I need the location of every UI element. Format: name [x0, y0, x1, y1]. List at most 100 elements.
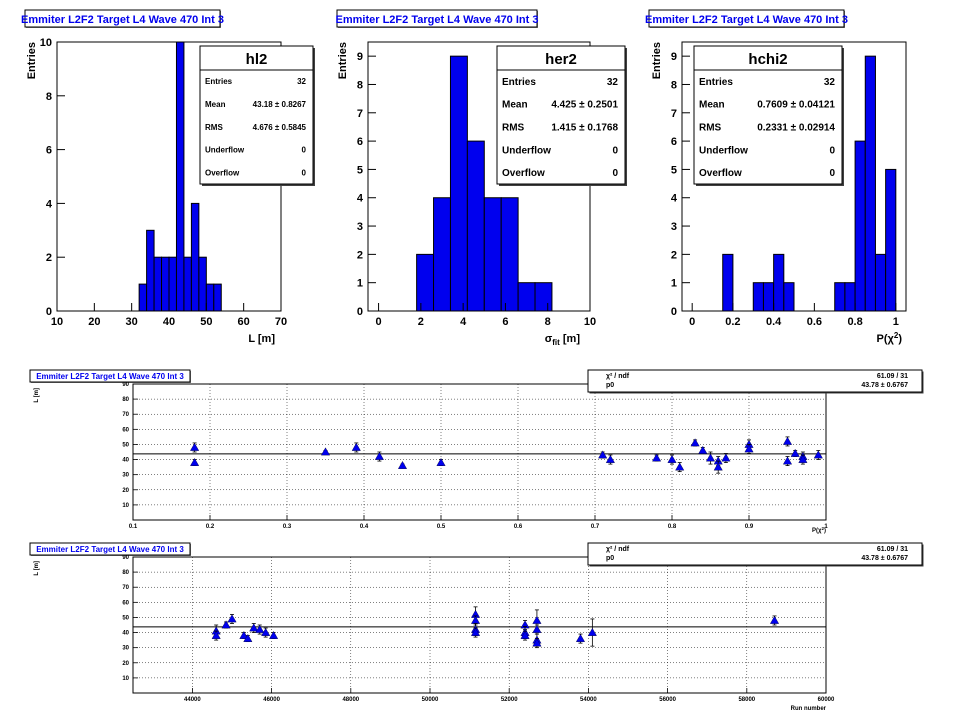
y-tick-label: 5 [357, 164, 363, 176]
y-tick-label: 10 [40, 37, 52, 49]
y-tick-label: 4 [671, 193, 678, 205]
stats-box [199, 45, 314, 185]
y-tick-label: 5 [671, 164, 677, 176]
scatter-panel-1: Emmiter L2F2 Target L4 Wave 470 Int 3 0.1… [29, 369, 924, 534]
x-tick-label: 40 [163, 316, 175, 328]
y-tick-label: 6 [671, 136, 677, 148]
data-point [320, 447, 331, 456]
histogram-bar [198, 256, 207, 312]
y-tick-label: 9 [357, 51, 363, 63]
y-tick-label: 7 [671, 108, 677, 120]
histogram-bar [168, 256, 177, 312]
data-point [705, 453, 716, 462]
data-point [255, 624, 265, 633]
data-point [675, 462, 685, 471]
x-axis-label: L [m] [248, 333, 275, 345]
x-tick-label: 4 [460, 316, 467, 328]
data-point [470, 627, 481, 636]
histogram-bar [213, 283, 222, 312]
x-tick-label: 2 [418, 316, 424, 328]
x-tick-label: 50 [200, 316, 212, 328]
panel-title: Emmiter L2F2 Target L4 Wave 470 Int 3 [36, 545, 184, 554]
panel-title: Emmiter L2F2 Target L4 Wave 470 Int 3 [21, 14, 224, 26]
y-tick-label: 8 [671, 79, 677, 91]
y-tick-label: 90 [122, 382, 129, 388]
stats-label: Entries [502, 77, 536, 88]
x-tick-label: 20 [88, 316, 100, 328]
y-tick-label: 90 [122, 555, 129, 561]
data-point [249, 623, 259, 632]
histogram-bar [138, 283, 148, 312]
stats-label: Overflow [502, 168, 545, 179]
x-tick-label: 0 [689, 316, 695, 328]
histogram-bar [175, 41, 185, 312]
histogram-bar [517, 282, 536, 312]
histogram-bar [783, 282, 795, 312]
x-tick-label: 0.6 [807, 316, 822, 328]
stats-value: 32 [607, 77, 619, 88]
histogram-bar [483, 197, 502, 312]
histogram-bar [752, 282, 764, 312]
y-tick-label: 80 [122, 397, 129, 403]
histogram-bar [146, 229, 155, 312]
y-tick-label: 30 [122, 646, 129, 652]
histogram-bar [854, 140, 866, 312]
y-tick-label: 0 [357, 306, 363, 318]
stats-label: Mean [502, 100, 528, 111]
data-point [261, 627, 271, 636]
x-tick-label: 0.8 [668, 524, 677, 530]
stats-label: Entries [205, 77, 233, 86]
y-tick-label: 1 [357, 278, 363, 290]
data-point [690, 438, 700, 447]
x-tick-label: 0.1 [129, 524, 138, 530]
data-point [798, 454, 808, 463]
data-point [782, 436, 793, 445]
y-tick-label: 1 [671, 278, 677, 290]
y-tick-label: 40 [122, 631, 129, 637]
data-point [605, 454, 615, 463]
y-tick-label: 7 [357, 108, 363, 120]
y-axis-label: Entries [337, 42, 349, 79]
title-box [336, 9, 538, 28]
fit-label: χ² / ndf [606, 373, 630, 380]
y-tick-label: 6 [357, 136, 363, 148]
stats-label: Entries [699, 77, 733, 88]
plot-frame [132, 556, 827, 694]
x-axis-label: Run number [791, 706, 827, 712]
stats-label: RMS [205, 123, 223, 132]
fit-value: 43.78 ± 0.6767 [861, 555, 908, 562]
x-axis-label: P(χ2) [877, 331, 903, 345]
stats-label: Underflow [502, 145, 551, 156]
stats-label: Overflow [699, 168, 742, 179]
x-tick-label: 0.9 [745, 524, 754, 530]
x-tick-label: 0.5 [437, 524, 446, 530]
histogram-bar [183, 256, 192, 312]
y-tick-label: 70 [122, 412, 129, 418]
histogram-bar [161, 256, 170, 312]
scatter-panel-2: Emmiter L2F2 Target L4 Wave 470 Int 3 440… [29, 542, 924, 712]
data-point [374, 451, 384, 460]
data-point [397, 460, 408, 469]
panel-title: Emmiter L2F2 Target L4 Wave 470 Int 3 [645, 14, 848, 26]
y-tick-label: 2 [46, 252, 52, 264]
data-point [239, 630, 249, 639]
y-tick-label: 4 [46, 198, 53, 210]
y-tick-label: 2 [357, 249, 363, 261]
data-point [351, 442, 361, 451]
stats-name: hl2 [246, 51, 268, 68]
y-tick-label: 80 [122, 570, 129, 576]
y-tick-label: 40 [122, 458, 129, 464]
y-tick-label: 60 [122, 600, 129, 606]
stats-value: 0 [829, 168, 835, 179]
data-point [587, 627, 597, 636]
y-tick-label: 20 [122, 661, 129, 667]
histogram-bar [885, 168, 897, 312]
x-tick-label: 30 [126, 316, 138, 328]
x-tick-label: 50000 [422, 697, 439, 703]
histogram-bar [153, 256, 163, 312]
x-tick-label: 56000 [659, 697, 676, 703]
x-axis-label: P(χ2) [812, 526, 826, 534]
x-tick-label: 0 [376, 316, 382, 328]
y-tick-label: 2 [671, 249, 677, 261]
y-axis-label: Entries [651, 42, 663, 79]
